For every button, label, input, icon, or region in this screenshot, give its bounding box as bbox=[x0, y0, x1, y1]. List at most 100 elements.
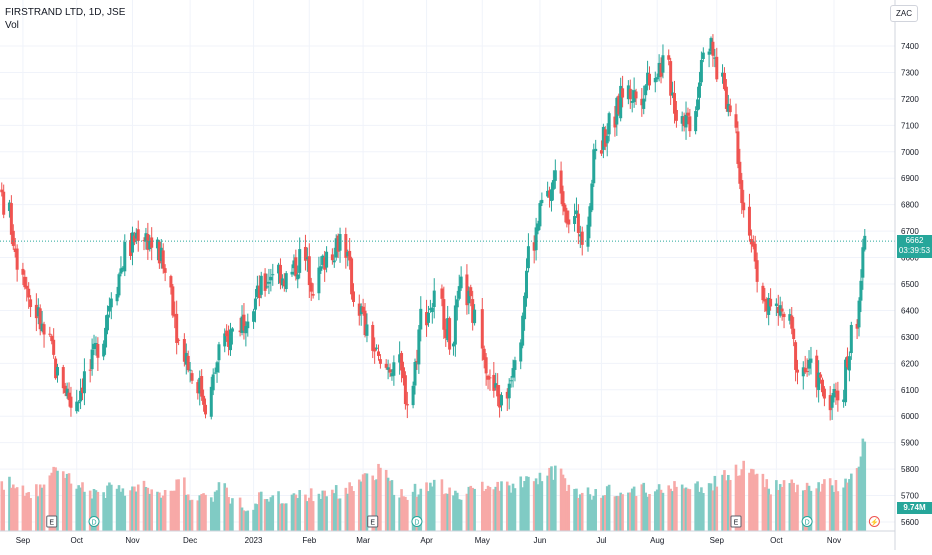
candle-body bbox=[467, 290, 471, 304]
candle-body bbox=[29, 299, 33, 308]
candle-body bbox=[305, 257, 309, 259]
candle-body bbox=[674, 109, 678, 121]
volume-bar bbox=[725, 480, 728, 531]
last-price-badge: 6662 03:39:53 bbox=[897, 235, 932, 259]
candle-body bbox=[442, 299, 446, 330]
volume-bar bbox=[298, 490, 301, 531]
candle-body bbox=[148, 240, 152, 250]
volume-bar bbox=[630, 488, 634, 531]
volume-legend[interactable]: Vol bbox=[5, 20, 19, 31]
candle-body bbox=[469, 287, 473, 297]
time-axis[interactable]: Sep Oct Nov Dec 2023 Feb Mar Apr May Jun Jul Aug Sep… bbox=[16, 536, 841, 545]
volume-bar bbox=[110, 484, 113, 531]
earnings-event-marker[interactable]: E bbox=[730, 515, 742, 528]
candle-body bbox=[524, 270, 528, 299]
candle-body bbox=[573, 216, 577, 224]
candle-body bbox=[790, 315, 794, 329]
candle-body bbox=[357, 303, 361, 316]
flash-event-marker[interactable]: ⚡ bbox=[868, 516, 880, 527]
candle-body bbox=[365, 324, 369, 336]
volume-bar bbox=[832, 491, 836, 531]
candle-body bbox=[107, 305, 111, 312]
candle-body bbox=[523, 295, 527, 320]
price-tick-label: 7100 bbox=[901, 121, 919, 130]
volume-bar bbox=[607, 484, 611, 531]
dividend-event-marker[interactable]: D bbox=[411, 516, 423, 527]
candle-body bbox=[388, 369, 392, 373]
volume-bar bbox=[204, 494, 207, 531]
volume-bar bbox=[603, 495, 607, 531]
volume-bar bbox=[686, 488, 690, 531]
dividend-event-marker[interactable]: D bbox=[88, 516, 100, 527]
volume-bar bbox=[96, 491, 100, 531]
volume-bar bbox=[23, 495, 27, 531]
volume-bar bbox=[79, 487, 82, 531]
volume-bar bbox=[117, 485, 121, 531]
volume-bar bbox=[375, 479, 378, 531]
volume-bar bbox=[486, 485, 490, 531]
volume-bar bbox=[10, 487, 13, 531]
time-tick-label: Aug bbox=[650, 536, 664, 545]
candle-body bbox=[653, 77, 657, 83]
volume-bar bbox=[846, 482, 849, 531]
candle-body bbox=[428, 308, 432, 310]
volume-bar bbox=[156, 491, 159, 531]
candle-body bbox=[257, 285, 261, 299]
currency-button[interactable]: ZAC bbox=[890, 5, 918, 22]
candle-body bbox=[386, 367, 390, 370]
candle-body bbox=[298, 249, 302, 273]
candle-body bbox=[92, 343, 96, 350]
volume-bar bbox=[213, 491, 217, 531]
volume-bar bbox=[738, 475, 742, 531]
candle-body bbox=[471, 299, 475, 323]
volume-bar bbox=[634, 496, 638, 531]
candle-body bbox=[590, 183, 594, 211]
volume-bar bbox=[655, 489, 659, 531]
candle-body bbox=[684, 114, 688, 128]
earnings-event-marker[interactable]: E bbox=[367, 515, 379, 528]
event-markers[interactable]: E D E D E D ⚡ bbox=[46, 515, 880, 528]
candle-body bbox=[130, 232, 134, 253]
volume-bar bbox=[21, 485, 25, 531]
dividend-event-marker[interactable]: D bbox=[801, 516, 813, 527]
earnings-event-marker[interactable]: E bbox=[46, 515, 58, 528]
volume-bar bbox=[575, 488, 578, 531]
volume-bar bbox=[696, 481, 699, 531]
candle-body bbox=[225, 330, 229, 337]
volume-bar bbox=[431, 486, 434, 531]
candle-body bbox=[182, 339, 186, 362]
candle-body bbox=[11, 230, 15, 246]
volume-bar bbox=[240, 507, 244, 531]
volume-bar bbox=[642, 482, 646, 531]
price-axis[interactable]: 5600 5700 5800 5900 6000 6100 6200 6300 6400 6500… bbox=[901, 42, 919, 527]
volume-bar bbox=[371, 475, 375, 531]
candle-body bbox=[446, 318, 450, 341]
candle-body bbox=[696, 99, 700, 111]
candle-body bbox=[401, 367, 405, 379]
candle-body bbox=[371, 324, 375, 351]
symbol-title[interactable]: FIRSTRAND LTD, 1D, JSE bbox=[5, 7, 126, 18]
candle-body bbox=[628, 88, 632, 100]
candle-body bbox=[102, 343, 106, 357]
volume-bar bbox=[613, 496, 617, 531]
candle-body bbox=[378, 359, 382, 364]
candle-body bbox=[513, 360, 517, 370]
volume-bar bbox=[50, 472, 54, 531]
candle-body bbox=[121, 267, 125, 270]
event-marker-glyph: E bbox=[370, 520, 375, 527]
candle-body bbox=[680, 116, 684, 124]
volume-bar bbox=[500, 481, 503, 531]
volume-bar bbox=[42, 484, 46, 531]
volume-bar bbox=[792, 482, 795, 531]
candle-body bbox=[63, 385, 67, 393]
candle-body bbox=[25, 285, 29, 289]
candle-body bbox=[282, 280, 286, 287]
volume-bar bbox=[507, 485, 511, 531]
candle-body bbox=[632, 90, 636, 103]
volume-bar bbox=[35, 484, 38, 531]
volume-bar bbox=[511, 483, 515, 531]
volume-bar bbox=[148, 493, 152, 531]
volume-bar bbox=[801, 490, 805, 531]
volume-bar bbox=[669, 488, 672, 531]
